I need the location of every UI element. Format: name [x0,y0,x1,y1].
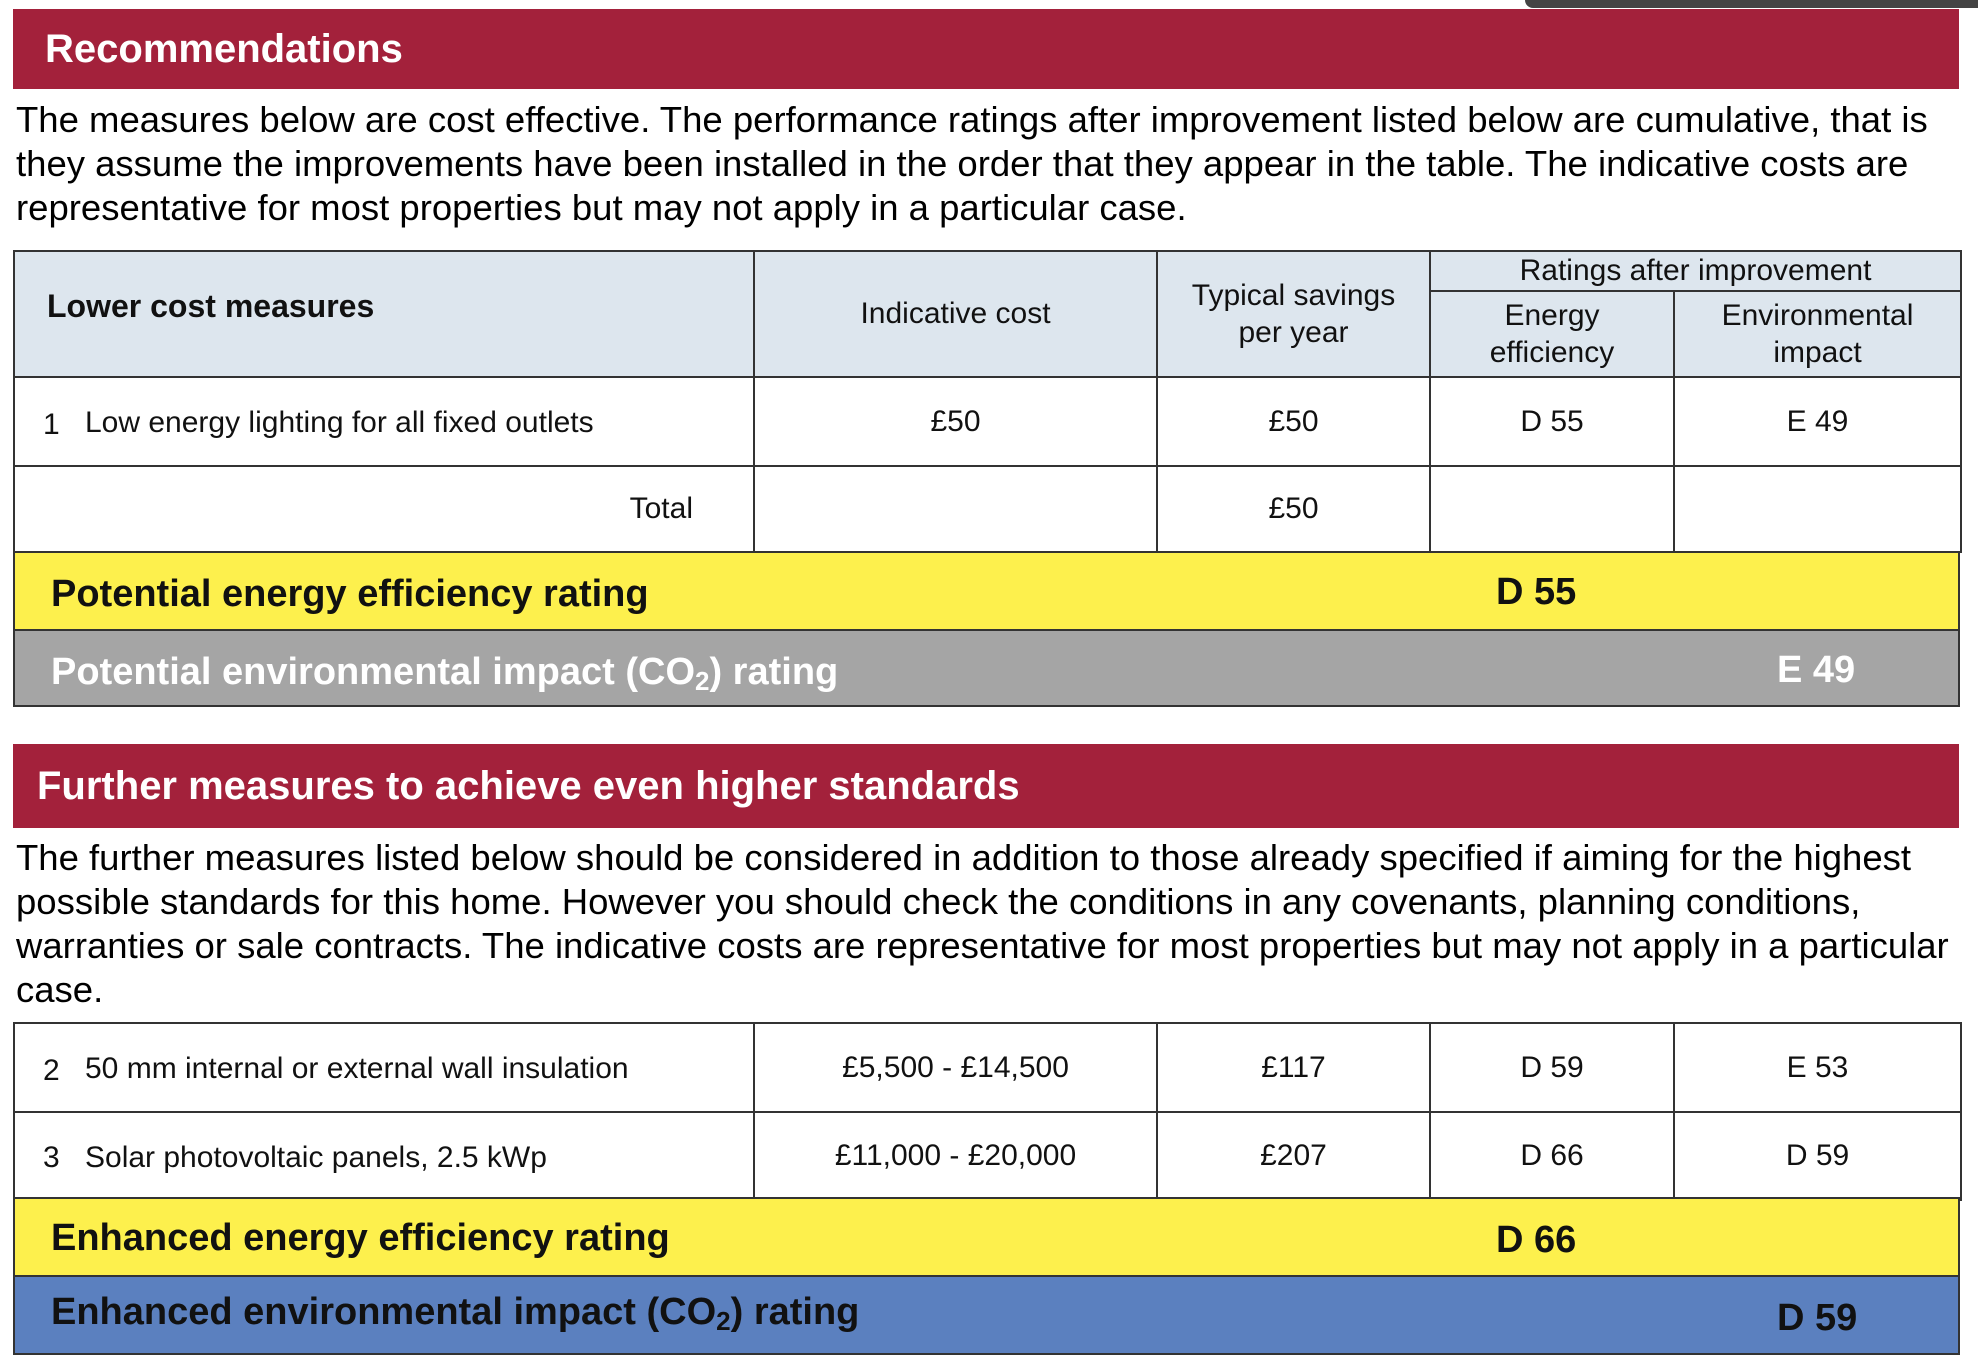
indicative-cost-cell: £5,500 - £14,500 [753,1022,1158,1113]
enhanced-environmental-value: D 59 [1777,1297,1858,1339]
measure-number: 3 [43,1141,60,1174]
co2-label-suffix: ) rating [730,1291,860,1333]
potential-environmental-rating-bar: Potential environmental impact (CO2) rat… [13,629,1960,707]
table-row: 1 Low energy lighting for all fixed outl… [13,376,1962,467]
typical-savings-cell: £117 [1156,1022,1431,1113]
environmental-rating-cell: D 59 [1673,1111,1962,1201]
enhanced-environmental-label: Enhanced environmental impact (CO2) rati… [51,1291,859,1334]
co2-label-text: Enhanced environmental impact (CO [51,1291,717,1333]
col-header-environmental-impact: Environmental impact [1673,290,1962,378]
further-measures-intro: The further measures listed below should… [16,837,1949,1010]
col-header-lower-cost-measures: Lower cost measures [13,250,755,378]
further-measures-header: Further measures to achieve even higher … [13,744,1959,828]
total-cost-cell [753,465,1158,553]
table-row: 2 50 mm internal or external wall insula… [13,1022,1962,1113]
measure-cell: 1 Low energy lighting for all fixed outl… [13,376,755,467]
total-row: Total £50 [13,465,1962,553]
co2-subscript: 2 [716,1306,731,1336]
enhanced-energy-value: D 66 [1496,1219,1577,1261]
enhanced-energy-label: Enhanced energy efficiency rating [51,1217,670,1259]
typical-savings-cell: £207 [1156,1111,1431,1201]
potential-environmental-value: E 49 [1777,649,1856,691]
energy-rating-cell: D 59 [1429,1022,1675,1113]
col-header-indicative-cost: Indicative cost [753,250,1158,378]
measure-cell: 3 Solar photovoltaic panels, 2.5 kWp [13,1111,755,1201]
measure-number: 1 [43,408,60,441]
window-corner-edge [1525,0,1978,8]
indicative-cost-cell: £50 [753,376,1158,467]
lower-cost-measures-table: Lower cost measures Indicative cost Typi… [13,250,1962,553]
enhanced-environmental-rating-bar: Enhanced environmental impact (CO2) rati… [13,1275,1960,1355]
further-measures-table: 2 50 mm internal or external wall insula… [13,1022,1962,1201]
potential-environmental-label: Potential environmental impact (CO2) rat… [51,651,838,694]
indicative-cost-cell: £11,000 - £20,000 [753,1111,1158,1201]
col-header-energy-efficiency: Energy efficiency [1429,290,1675,378]
recommendations-header: Recommendations [13,9,1959,89]
potential-energy-label: Potential energy efficiency rating [51,573,649,615]
environmental-rating-cell: E 53 [1673,1022,1962,1113]
energy-rating-cell: D 66 [1429,1111,1675,1201]
total-energy-cell [1429,465,1675,553]
measure-description: Low energy lighting for all fixed outlet… [85,406,594,439]
measure-description: Solar photovoltaic panels, 2.5 kWp [85,1141,547,1174]
measure-description: 50 mm internal or external wall insulati… [85,1052,629,1085]
recommendations-intro: The measures below are cost effective. T… [16,99,1928,228]
measure-number: 2 [43,1054,60,1087]
energy-rating-cell: D 55 [1429,376,1675,467]
total-savings-cell: £50 [1156,465,1431,553]
co2-label-text: Potential environmental impact (CO [51,651,695,693]
potential-energy-rating-bar: Potential energy efficiency rating D 55 [13,551,1960,631]
recommendations-title: Recommendations [45,26,403,71]
typical-savings-cell: £50 [1156,376,1431,467]
total-environment-cell [1673,465,1962,553]
col-header-ratings-after-improvement: Ratings after improvement [1429,250,1962,292]
environmental-rating-cell: E 49 [1673,376,1962,467]
col-header-typical-savings: Typical savings per year [1156,250,1431,378]
measure-cell: 2 50 mm internal or external wall insula… [13,1022,755,1113]
co2-label-suffix: ) rating [709,651,839,693]
table-row: 3 Solar photovoltaic panels, 2.5 kWp £11… [13,1111,1962,1201]
further-measures-title: Further measures to achieve even higher … [37,763,1020,808]
potential-energy-value: D 55 [1496,571,1577,613]
total-label: Total [13,465,755,553]
enhanced-energy-rating-bar: Enhanced energy efficiency rating D 66 [13,1197,1960,1277]
co2-subscript: 2 [695,666,710,696]
